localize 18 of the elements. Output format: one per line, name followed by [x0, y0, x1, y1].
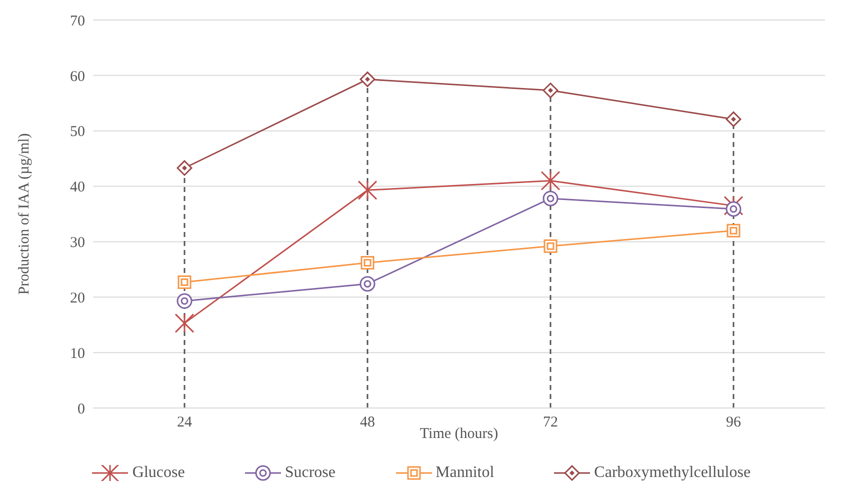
y-tick-label: 0	[78, 401, 85, 418]
y-tick-label: 30	[70, 235, 85, 252]
legend-label: Mannitol	[436, 464, 494, 482]
x-tick-label: 24	[177, 414, 192, 431]
y-axis-title: Production of IAA (µg/ml)	[16, 133, 32, 295]
y-tick-label: 20	[70, 290, 85, 306]
legend-label: Glucose	[132, 464, 185, 482]
x-axis-title: Time (hours)	[420, 426, 498, 442]
x-tick-label: 96	[726, 414, 742, 431]
x-tick-label: 72	[543, 414, 558, 431]
y-tick-label: 60	[70, 68, 85, 85]
y-tick-label: 70	[70, 13, 85, 30]
y-tick-label: 10	[70, 346, 85, 362]
x-tick-label: 48	[360, 414, 375, 431]
y-tick-label: 40	[70, 180, 85, 196]
y-tick-label: 50	[70, 124, 85, 140]
legend-label: Carboxymethylcellulose	[594, 464, 751, 482]
legend-label: Sucrose	[284, 464, 336, 482]
